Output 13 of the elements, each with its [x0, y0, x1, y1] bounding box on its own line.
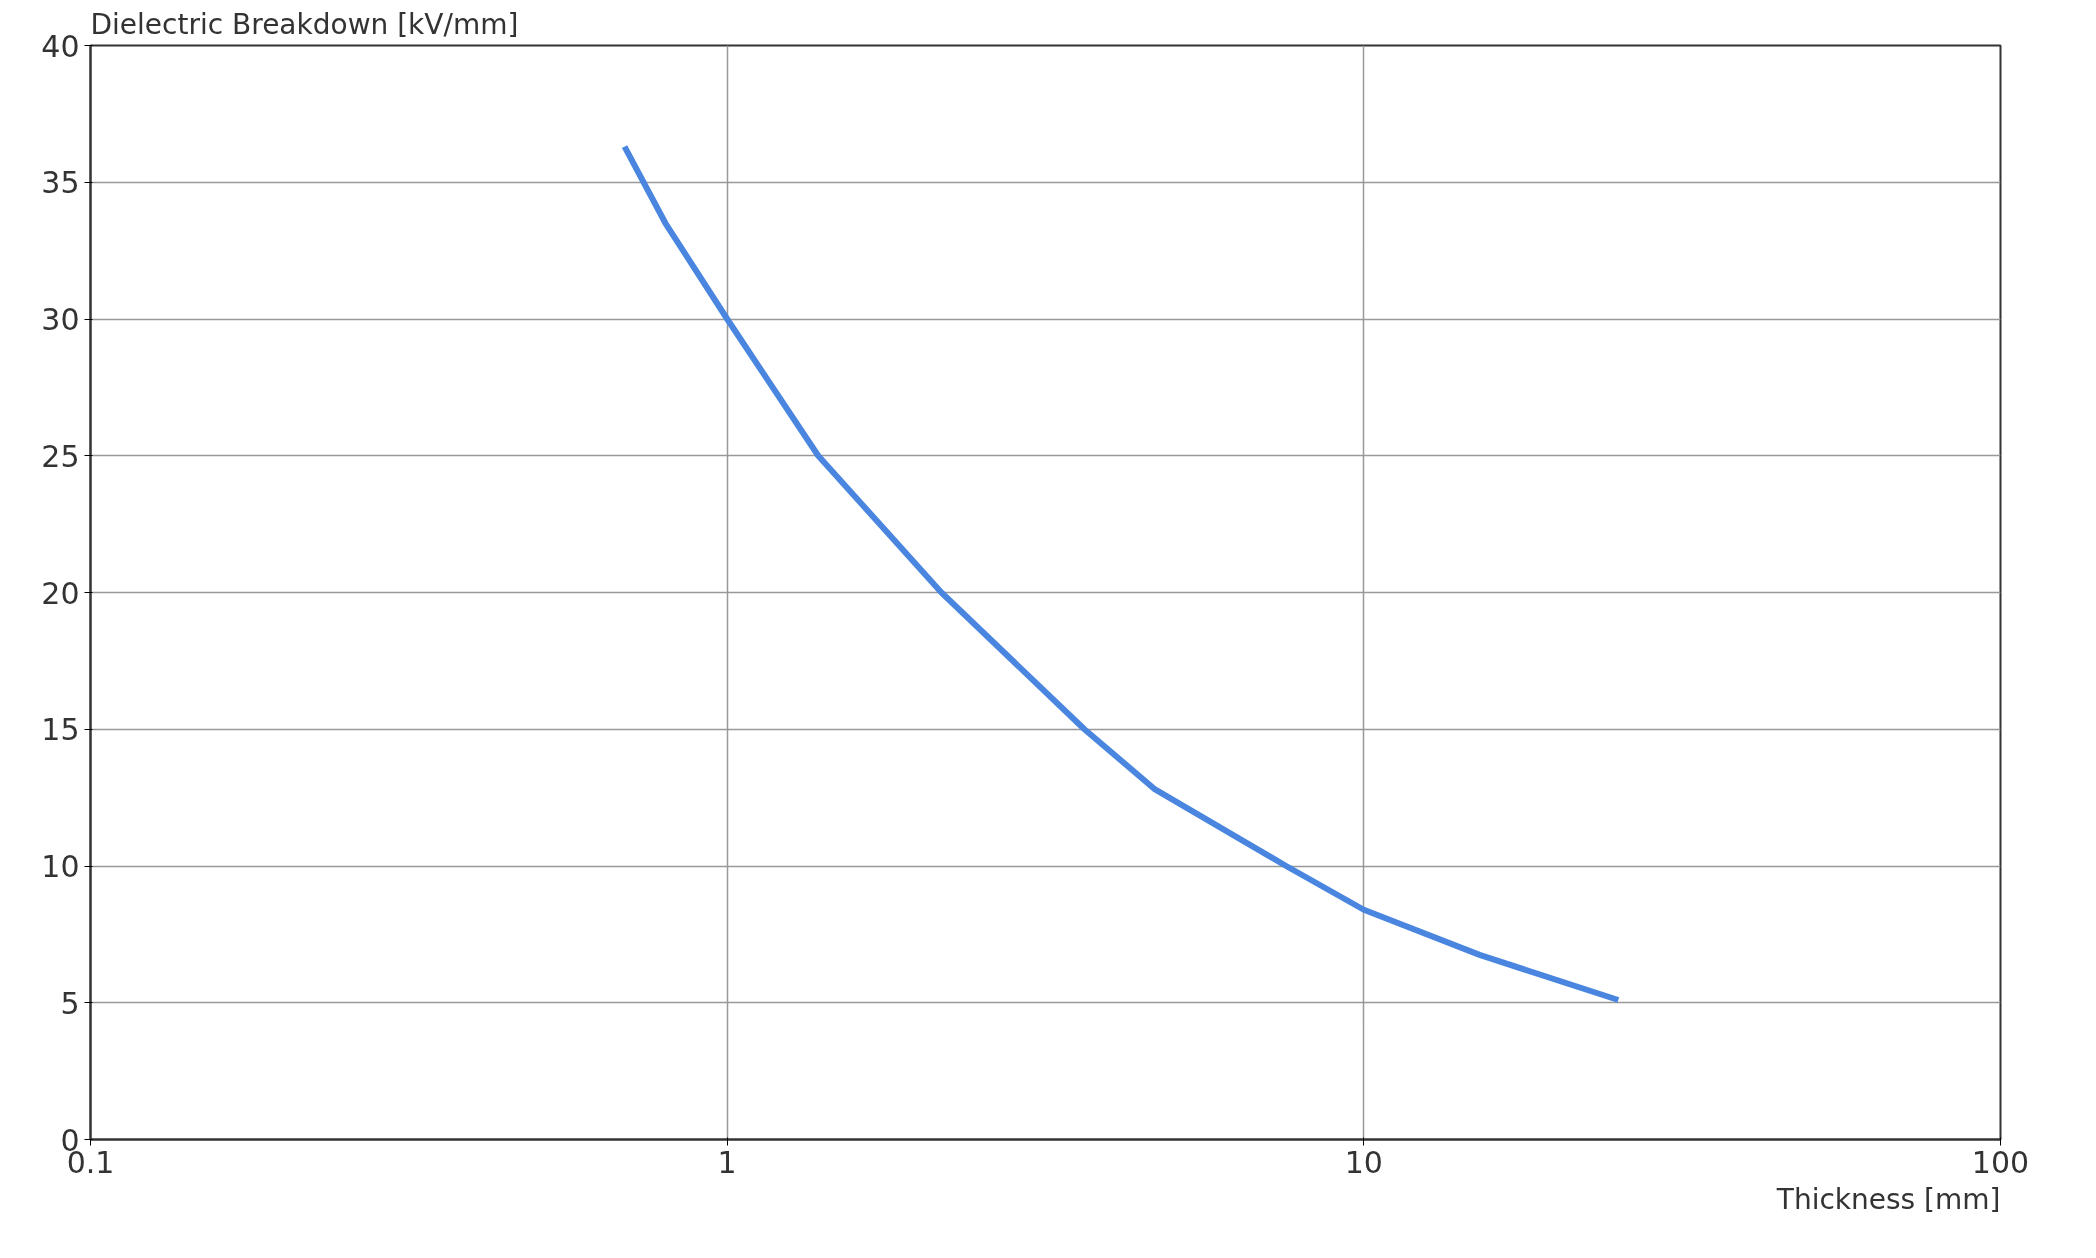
y-tick-label: 5	[60, 985, 80, 1021]
x-tick-label: 100	[1971, 1144, 2030, 1180]
y-axis-title: Dielectric Breakdown [kV/mm]	[90, 7, 519, 41]
y-tick-label: 20	[41, 575, 80, 611]
x-tick-label: 1	[717, 1144, 737, 1180]
y-tick-label: 15	[41, 712, 80, 748]
y-tick-label: 35	[41, 165, 80, 201]
y-tick-label: 25	[41, 438, 80, 474]
y-tick-label: 10	[41, 849, 80, 884]
x-axis-title: Thickness [mm]	[1775, 1182, 2001, 1216]
x-tick-label: 10	[1344, 1144, 1383, 1180]
y-tick-label: 30	[41, 302, 80, 337]
y-tick-label: 40	[41, 28, 80, 64]
